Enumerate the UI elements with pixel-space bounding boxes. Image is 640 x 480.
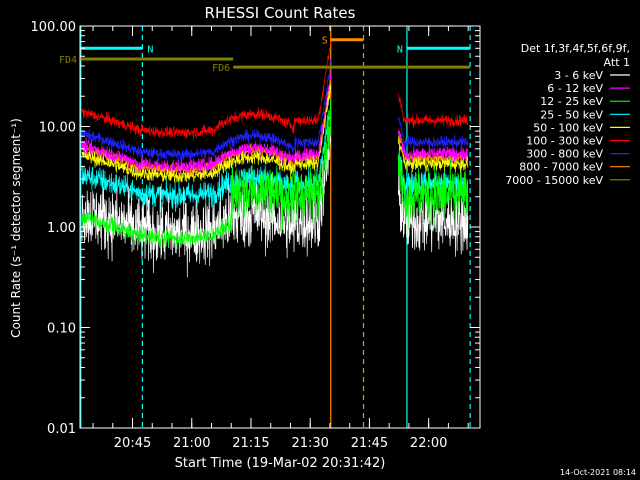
series-line	[81, 72, 332, 174]
legend-label: 800 - 7000 keV	[519, 161, 603, 174]
legend-label: 100 - 300 keV	[526, 135, 603, 148]
x-axis-label: Start Time (19-Mar-02 20:31:42)	[175, 456, 386, 471]
x-tick-label: 21:30	[291, 436, 328, 451]
chart-title: RHESSI Count Rates	[205, 4, 356, 22]
series-line	[81, 41, 332, 140]
series-line	[397, 130, 469, 164]
attenuator-bars: N N FD4 FD6 S	[59, 36, 471, 74]
series-line	[81, 100, 332, 250]
series-line	[81, 99, 332, 213]
footer-timestamp: 14-Oct-2021 08:14	[560, 468, 636, 477]
series-line	[81, 59, 332, 162]
legend-label: 7000 - 15000 keV	[505, 174, 603, 187]
y-tick-label: 1.00	[47, 221, 76, 236]
y-tick-label: 10.00	[39, 121, 76, 136]
legend-label: 3 - 6 keV	[554, 69, 603, 82]
series-line	[397, 150, 469, 230]
y-tick-label: 100.00	[31, 20, 77, 35]
series-line	[397, 116, 469, 150]
legend-header-line-2: Att 1	[604, 56, 630, 69]
legend-label: 12 - 25 keV	[540, 95, 603, 108]
legend-header-line-1: Det 1f,3f,4f,5f,6f,9f,	[521, 42, 630, 55]
x-tick-label: 22:00	[410, 436, 447, 451]
axes: 0.01 0.10 1.00 10.00 100.00 20:45 21:00 21:15 21…	[31, 20, 481, 451]
series-line	[81, 84, 332, 183]
x-tick-label: 21:15	[232, 436, 269, 451]
x-tick-label: 21:00	[173, 436, 210, 451]
y-tick-label: 0.10	[47, 322, 76, 337]
legend-label: 50 - 100 keV	[533, 121, 603, 134]
series-line	[397, 93, 469, 128]
series-line	[397, 135, 469, 172]
legend-label: 25 - 50 keV	[540, 108, 603, 121]
legend-label: 300 - 800 keV	[526, 148, 603, 161]
y-axis-label: Count Rate (s⁻¹ detector segment⁻¹)	[9, 118, 23, 338]
annotation-label: FD4	[59, 55, 77, 66]
annotation-label: FD6	[212, 63, 230, 74]
series-line	[397, 161, 469, 257]
annotation-label: N	[397, 44, 403, 55]
y-tick-label: 0.01	[47, 422, 76, 437]
annotation-label: N	[147, 44, 153, 55]
x-tick-label: 20:45	[114, 436, 151, 451]
x-tick-label: 21:45	[351, 436, 388, 451]
data-series	[81, 41, 469, 278]
annotation-label: S	[322, 36, 328, 47]
legend-label: 6 - 12 keV	[547, 82, 603, 95]
